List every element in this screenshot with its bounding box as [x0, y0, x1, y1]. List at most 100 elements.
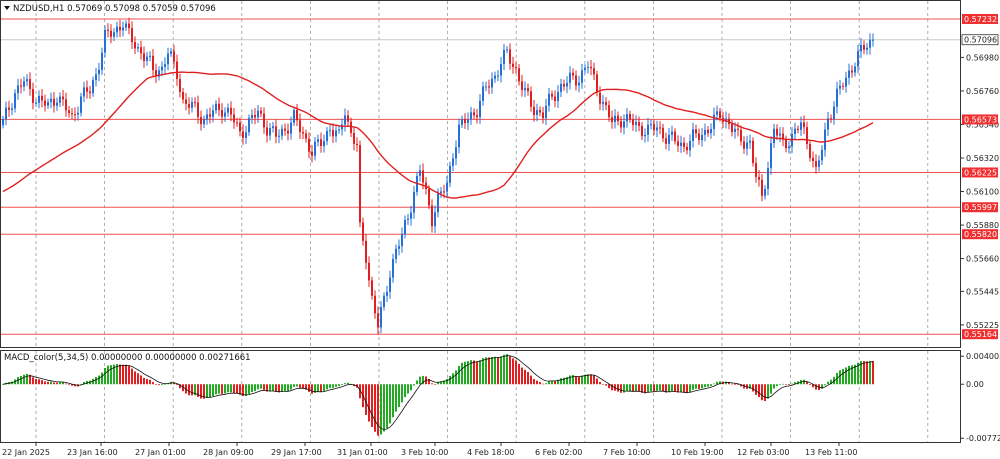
macd-bar	[98, 375, 100, 385]
candle-body-down	[512, 63, 514, 67]
candle-body-up	[788, 146, 790, 149]
macd-bar	[752, 384, 754, 392]
candle-body-down	[809, 143, 811, 158]
macd-bar	[782, 383, 784, 385]
macd-bar	[710, 384, 712, 386]
triangle-down-icon[interactable]	[4, 6, 10, 10]
macd-bar	[254, 384, 256, 392]
macd-bar	[551, 380, 553, 385]
macd-bar	[509, 356, 511, 385]
candle-body-up	[293, 110, 295, 123]
price-tick-label: 0.56540	[966, 120, 999, 129]
candle-body-up	[245, 132, 247, 138]
candle-body-up	[329, 130, 331, 132]
macd-bar	[182, 384, 184, 392]
macd-bar	[431, 383, 433, 385]
level-price-badge	[962, 167, 998, 178]
price-tick-label: 0.55880	[966, 221, 999, 230]
macd-bar	[572, 374, 574, 385]
candle-body-up	[413, 192, 415, 213]
candle-body-down	[254, 115, 256, 118]
candle-body-up	[644, 134, 646, 137]
candle-body-down	[65, 99, 67, 111]
macd-bar	[218, 384, 220, 394]
candle-body-up	[497, 75, 499, 77]
macd-bar	[434, 384, 436, 385]
macd-bar	[527, 372, 529, 385]
macd-bar	[590, 374, 592, 385]
candle-body-down	[374, 295, 376, 314]
candle-body-down	[377, 313, 379, 328]
candle-body-up	[446, 182, 448, 192]
candle-body-up	[767, 168, 769, 189]
candle-body-up	[713, 114, 715, 129]
macd-bar	[422, 375, 424, 385]
macd-bar	[554, 380, 556, 385]
macd-bar	[449, 375, 451, 385]
candle-body-down	[707, 129, 709, 134]
candle-body-up	[821, 149, 823, 161]
macd-bar	[851, 365, 853, 385]
candle-body-down	[539, 110, 541, 113]
macd-bar	[104, 367, 106, 385]
macd-bar	[296, 384, 298, 387]
level-price-badge	[962, 114, 998, 125]
candle-body-up	[281, 128, 283, 136]
macd-bar	[209, 384, 211, 398]
macd-bar	[854, 364, 856, 385]
time-tick-label: 13 Feb 11:00	[805, 448, 857, 457]
candle-body-down	[575, 75, 577, 86]
candle-body-up	[710, 128, 712, 134]
macd-bar	[260, 384, 262, 389]
candle-body-down	[851, 70, 853, 73]
macd-bar	[32, 377, 34, 385]
price-axis: 0.56980 0.56760 0.56540 0.56320 0.56100 0.558…	[960, 13, 1000, 443]
candle-body-up	[461, 118, 463, 125]
candle-body-up	[689, 140, 691, 151]
macd-bar	[71, 384, 73, 386]
candle-body-down	[350, 121, 352, 133]
macd-signal-line	[2, 355, 874, 430]
candle-body-up	[824, 129, 826, 150]
candle-body-up	[671, 131, 673, 135]
macd-bar	[17, 377, 19, 385]
candle-body-down	[143, 53, 145, 62]
candle-body-up	[401, 234, 403, 247]
candle-body-up	[77, 112, 79, 115]
macd-bar	[662, 384, 664, 392]
macd-bar	[365, 384, 367, 415]
macd-bar	[371, 384, 373, 427]
candle-body-up	[578, 82, 580, 86]
macd-bar	[623, 384, 625, 393]
candle-body-up	[866, 47, 868, 50]
candle-body-down	[755, 163, 757, 177]
price-tick-label: 0.55225	[966, 321, 999, 330]
macd-bar	[410, 384, 412, 391]
candle-body-down	[284, 128, 286, 131]
macd-bar	[557, 379, 559, 385]
candle-body-up	[569, 72, 571, 83]
time-tick-label: 12 Feb 03:00	[737, 448, 789, 457]
macd-bar	[719, 381, 721, 385]
macd-bar	[716, 381, 718, 385]
candle-body-up	[434, 212, 436, 227]
candle-body-down	[239, 122, 241, 132]
candle-body-up	[458, 124, 460, 148]
candle-body-up	[206, 114, 208, 120]
macd-bar	[284, 384, 286, 392]
candle-body-up	[11, 108, 13, 110]
candle-body-up	[215, 103, 217, 111]
macd-bar	[272, 384, 274, 392]
macd-bar	[599, 381, 601, 385]
macd-bar	[692, 384, 694, 390]
candle-body-down	[797, 128, 799, 130]
candle-body-up	[38, 95, 40, 103]
candle-body-down	[188, 103, 190, 108]
macd-bar	[317, 384, 319, 392]
macd-bar	[62, 382, 64, 385]
candle-body-down	[86, 87, 88, 92]
symbol-header: NZDUSD,H1 0.57069 0.57098 0.57059 0.5709…	[4, 4, 216, 14]
candle-body-up	[437, 193, 439, 213]
candle-body-up	[251, 115, 253, 119]
